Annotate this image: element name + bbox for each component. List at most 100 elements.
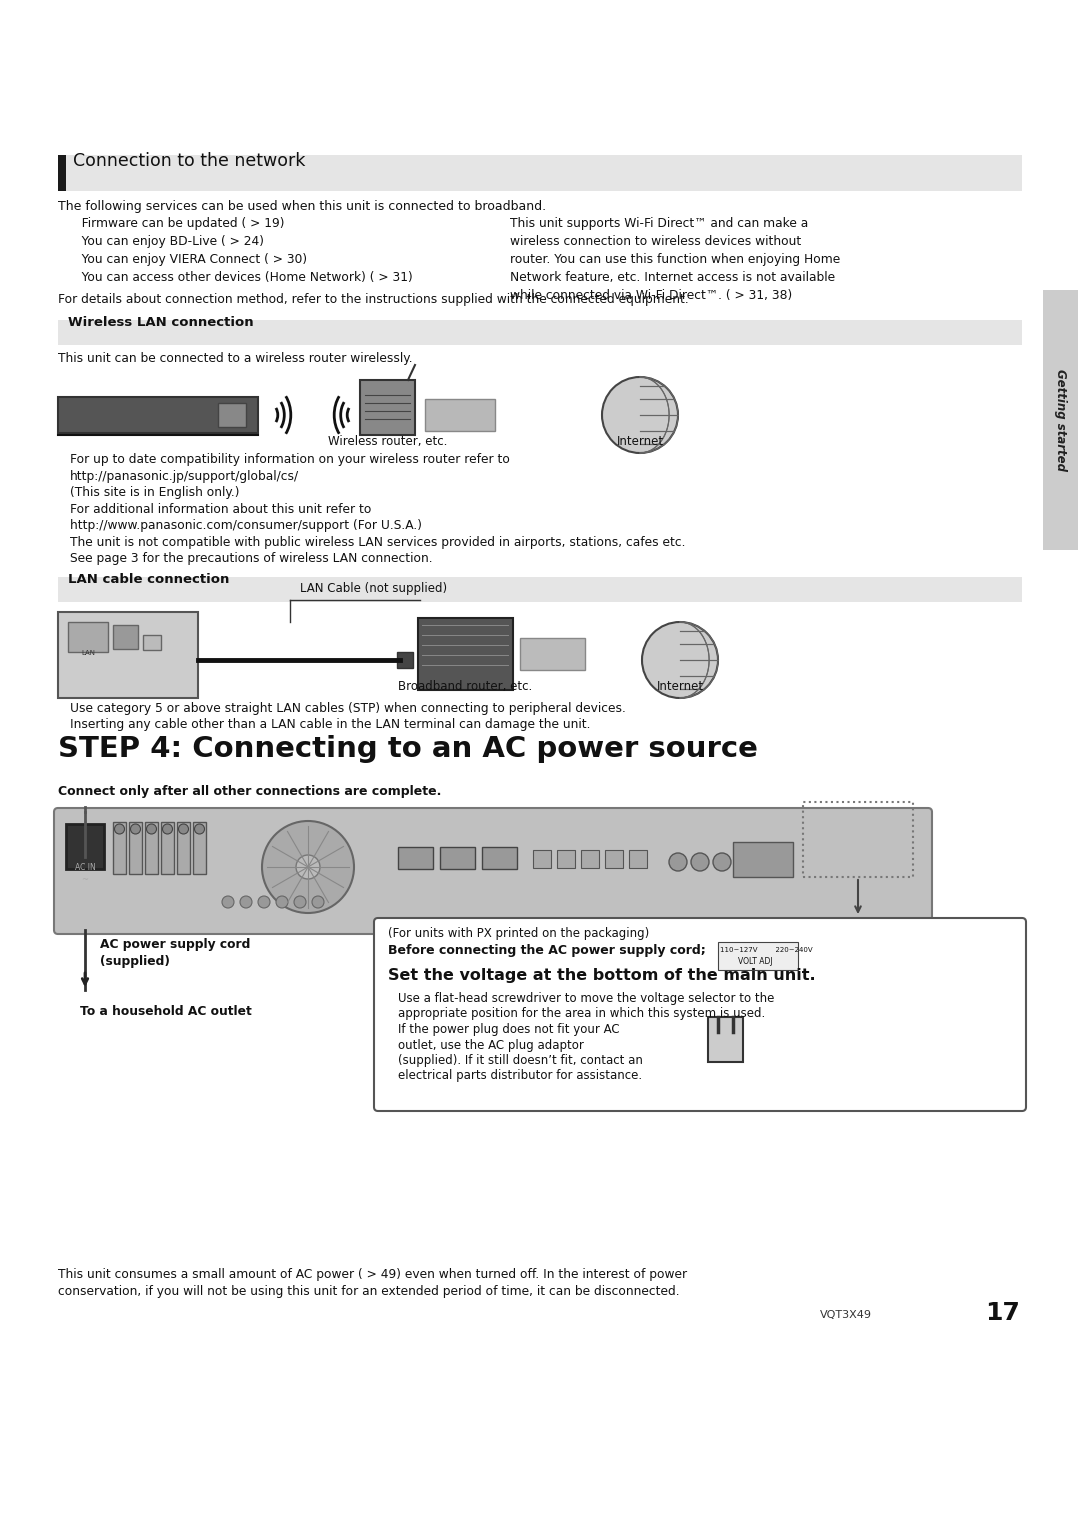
Circle shape bbox=[194, 824, 204, 835]
Text: You can enjoy BD-Live ( > 24): You can enjoy BD-Live ( > 24) bbox=[70, 235, 264, 249]
Text: VQT3X49: VQT3X49 bbox=[820, 1309, 872, 1320]
Circle shape bbox=[294, 896, 306, 908]
Bar bbox=[605, 850, 623, 868]
Text: Connect only after all other connections are complete.: Connect only after all other connections… bbox=[58, 784, 442, 798]
Text: If the power plug does not fit your AC: If the power plug does not fit your AC bbox=[399, 1022, 620, 1036]
Text: (supplied). If it still doesn’t fit, contact an: (supplied). If it still doesn’t fit, con… bbox=[399, 1054, 643, 1067]
Text: Wireless router, etc.: Wireless router, etc. bbox=[328, 435, 448, 449]
Bar bbox=[733, 842, 793, 877]
Text: This unit can be connected to a wireless router wirelessly.: This unit can be connected to a wireless… bbox=[58, 353, 413, 365]
Circle shape bbox=[262, 821, 354, 913]
Circle shape bbox=[276, 896, 288, 908]
Text: To a household AC outlet: To a household AC outlet bbox=[80, 1006, 252, 1018]
Bar bbox=[58, 320, 1022, 345]
Bar bbox=[557, 850, 575, 868]
FancyBboxPatch shape bbox=[374, 919, 1026, 1111]
Text: VOLT ADJ: VOLT ADJ bbox=[738, 957, 772, 966]
Text: Inserting any cable other than a LAN cable in the LAN terminal can damage the un: Inserting any cable other than a LAN cab… bbox=[70, 719, 591, 731]
Bar bbox=[482, 847, 517, 868]
Bar bbox=[440, 847, 475, 868]
Circle shape bbox=[147, 824, 157, 835]
Circle shape bbox=[642, 623, 718, 697]
Text: conservation, if you will not be using this unit for an extended period of time,: conservation, if you will not be using t… bbox=[58, 1285, 679, 1299]
Text: This unit supports Wi-Fi Direct™ and can make a: This unit supports Wi-Fi Direct™ and can… bbox=[510, 217, 808, 230]
Text: AC IN: AC IN bbox=[75, 864, 95, 871]
Bar bbox=[218, 403, 246, 427]
Bar bbox=[161, 823, 174, 874]
Circle shape bbox=[691, 853, 708, 871]
Text: Use category 5 or above straight LAN cables (STP) when connecting to peripheral : Use category 5 or above straight LAN cab… bbox=[70, 702, 626, 716]
Bar bbox=[397, 652, 413, 668]
Bar bbox=[629, 850, 647, 868]
Text: LAN Cable (not supplied): LAN Cable (not supplied) bbox=[300, 581, 447, 595]
Text: Getting started: Getting started bbox=[1054, 369, 1067, 472]
Text: appropriate position for the area in which this system is used.: appropriate position for the area in whi… bbox=[399, 1007, 766, 1021]
Text: http://panasonic.jp/support/global/cs/: http://panasonic.jp/support/global/cs/ bbox=[70, 470, 299, 482]
Circle shape bbox=[114, 824, 124, 835]
Bar bbox=[58, 612, 198, 697]
Bar bbox=[58, 156, 1022, 191]
Text: while connected via Wi-Fi Direct™. ( > 31, 38): while connected via Wi-Fi Direct™. ( > 3… bbox=[510, 288, 793, 302]
Text: (This site is in English only.): (This site is in English only.) bbox=[70, 485, 240, 499]
Bar bbox=[177, 823, 190, 874]
Bar bbox=[58, 156, 66, 191]
Text: Firmware can be updated ( > 19): Firmware can be updated ( > 19) bbox=[70, 217, 284, 230]
Bar bbox=[113, 626, 138, 649]
Text: Internet: Internet bbox=[657, 681, 703, 693]
Text: See page 3 for the precautions of wireless LAN connection.: See page 3 for the precautions of wirele… bbox=[70, 552, 433, 565]
Circle shape bbox=[258, 896, 270, 908]
Circle shape bbox=[669, 853, 687, 871]
Bar bbox=[718, 942, 798, 971]
FancyBboxPatch shape bbox=[54, 807, 932, 934]
Circle shape bbox=[312, 896, 324, 908]
Text: 110~127V        220~240V: 110~127V 220~240V bbox=[720, 948, 812, 954]
Bar bbox=[58, 397, 258, 433]
Bar bbox=[804, 803, 913, 877]
Circle shape bbox=[222, 896, 234, 908]
Bar bbox=[399, 847, 433, 868]
Text: wireless connection to wireless devices without: wireless connection to wireless devices … bbox=[510, 235, 801, 249]
Bar bbox=[360, 380, 415, 435]
Text: AC power supply cord: AC power supply cord bbox=[100, 938, 251, 951]
Text: LAN cable connection: LAN cable connection bbox=[68, 572, 229, 586]
Text: Use a flat-head screwdriver to move the voltage selector to the: Use a flat-head screwdriver to move the … bbox=[399, 992, 774, 1006]
Text: This unit consumes a small amount of AC power ( > 49) even when turned off. In t: This unit consumes a small amount of AC … bbox=[58, 1268, 687, 1280]
Bar bbox=[129, 823, 141, 874]
Text: Before connecting the AC power supply cord;: Before connecting the AC power supply co… bbox=[388, 945, 705, 957]
Text: outlet, use the AC plug adaptor: outlet, use the AC plug adaptor bbox=[399, 1039, 584, 1051]
Text: electrical parts distributor for assistance.: electrical parts distributor for assista… bbox=[399, 1070, 643, 1082]
Circle shape bbox=[131, 824, 140, 835]
Text: (For units with PX printed on the packaging): (For units with PX printed on the packag… bbox=[388, 926, 649, 940]
Text: Internet: Internet bbox=[617, 435, 663, 449]
Text: You can access other devices (Home Network) ( > 31): You can access other devices (Home Netwo… bbox=[70, 272, 413, 284]
Text: STEP 4: Connecting to an AC power source: STEP 4: Connecting to an AC power source bbox=[58, 736, 758, 763]
Text: The unit is not compatible with public wireless LAN services provided in airport: The unit is not compatible with public w… bbox=[70, 536, 686, 548]
Bar bbox=[534, 850, 551, 868]
Circle shape bbox=[296, 855, 320, 879]
Bar bbox=[68, 623, 108, 652]
Bar bbox=[581, 850, 599, 868]
Circle shape bbox=[162, 824, 173, 835]
Text: (supplied): (supplied) bbox=[100, 955, 170, 967]
Text: http://www.panasonic.com/consumer/support (For U.S.A.): http://www.panasonic.com/consumer/suppor… bbox=[70, 519, 422, 533]
Text: You can enjoy VIERA Connect ( > 30): You can enjoy VIERA Connect ( > 30) bbox=[70, 253, 307, 266]
Text: ~: ~ bbox=[81, 874, 89, 884]
Text: LAN: LAN bbox=[81, 650, 95, 656]
Text: For details about connection method, refer to the instructions supplied with the: For details about connection method, ref… bbox=[58, 293, 689, 307]
Bar bbox=[58, 577, 1022, 601]
Circle shape bbox=[713, 853, 731, 871]
Text: Network feature, etc. Internet access is not available: Network feature, etc. Internet access is… bbox=[510, 272, 835, 284]
Bar bbox=[143, 635, 161, 650]
Bar bbox=[193, 823, 206, 874]
Circle shape bbox=[240, 896, 252, 908]
Bar bbox=[426, 398, 495, 430]
Bar bbox=[113, 823, 126, 874]
Circle shape bbox=[602, 377, 678, 453]
Circle shape bbox=[178, 824, 189, 835]
Bar bbox=[66, 824, 104, 868]
Text: 17: 17 bbox=[985, 1302, 1020, 1325]
Text: Broadband router, etc.: Broadband router, etc. bbox=[397, 681, 532, 693]
Bar bbox=[418, 618, 513, 690]
Text: Wireless LAN connection: Wireless LAN connection bbox=[68, 316, 254, 330]
Text: For additional information about this unit refer to: For additional information about this un… bbox=[70, 502, 372, 516]
